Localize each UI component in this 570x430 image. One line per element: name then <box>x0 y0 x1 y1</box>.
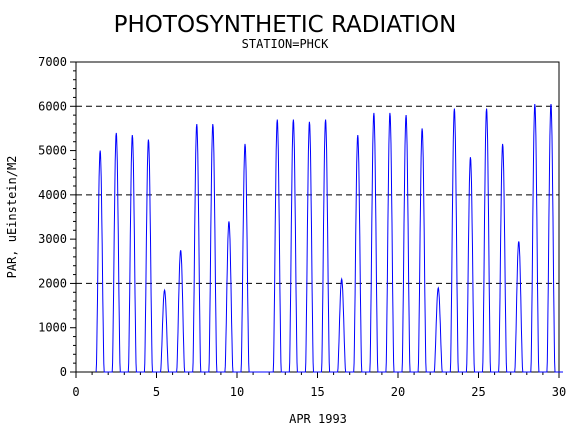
chart-subtitle: STATION=PHCK <box>242 37 329 51</box>
x-tick-label: 30 <box>552 385 566 399</box>
y-tick-label: 0 <box>60 365 67 379</box>
y-axis: 0 1000 2000 3000 4000 5000 6000 7000 <box>38 55 76 379</box>
x-tick-label: 25 <box>471 385 485 399</box>
y-tick-label: 4000 <box>38 188 67 202</box>
y-tick-label: 1000 <box>38 321 67 335</box>
x-axis: 0 5 10 15 20 25 30 <box>72 372 566 399</box>
y-tick-label: 2000 <box>38 276 67 290</box>
x-tick-label: 5 <box>153 385 160 399</box>
x-tick-label: 0 <box>72 385 79 399</box>
y-tick-label: 3000 <box>38 232 67 246</box>
series-line <box>95 104 563 373</box>
y-axis-label: PAR, uEinstein/M2 <box>5 156 19 279</box>
y-tick-label: 5000 <box>38 144 67 158</box>
y-tick-label: 7000 <box>38 55 67 69</box>
chart-title: PHOTOSYNTHETIC RADIATION <box>114 12 457 38</box>
x-tick-label: 20 <box>391 385 405 399</box>
x-tick-label: 10 <box>230 385 244 399</box>
x-axis-label: APR 1993 <box>289 412 347 426</box>
x-tick-label: 15 <box>310 385 324 399</box>
series-group <box>95 104 563 373</box>
y-tick-label: 6000 <box>38 99 67 113</box>
reference-lines <box>76 105 559 284</box>
